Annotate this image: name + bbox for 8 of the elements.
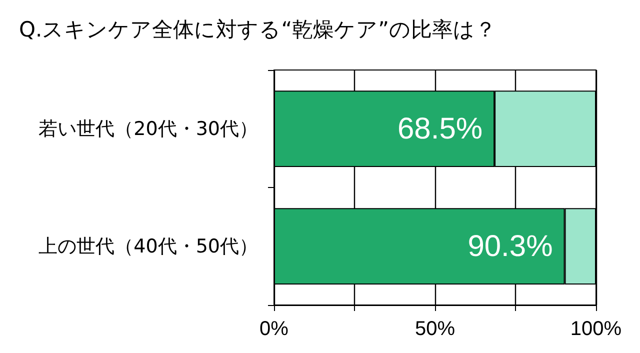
chart-title: Q.スキンケア全体に対する“乾燥ケア”の比率は？	[19, 18, 496, 42]
y-tick-label: 若い世代（20代・30代）	[38, 118, 258, 140]
x-tick-label: 50%	[414, 318, 456, 340]
data-label: 90.3%	[468, 230, 553, 263]
x-tick-label: 0%	[260, 318, 289, 340]
y-tick-label: 上の世代（40代・50代）	[38, 235, 258, 258]
data-label: 68.5%	[397, 112, 483, 146]
x-tick-label: 100%	[570, 318, 622, 340]
